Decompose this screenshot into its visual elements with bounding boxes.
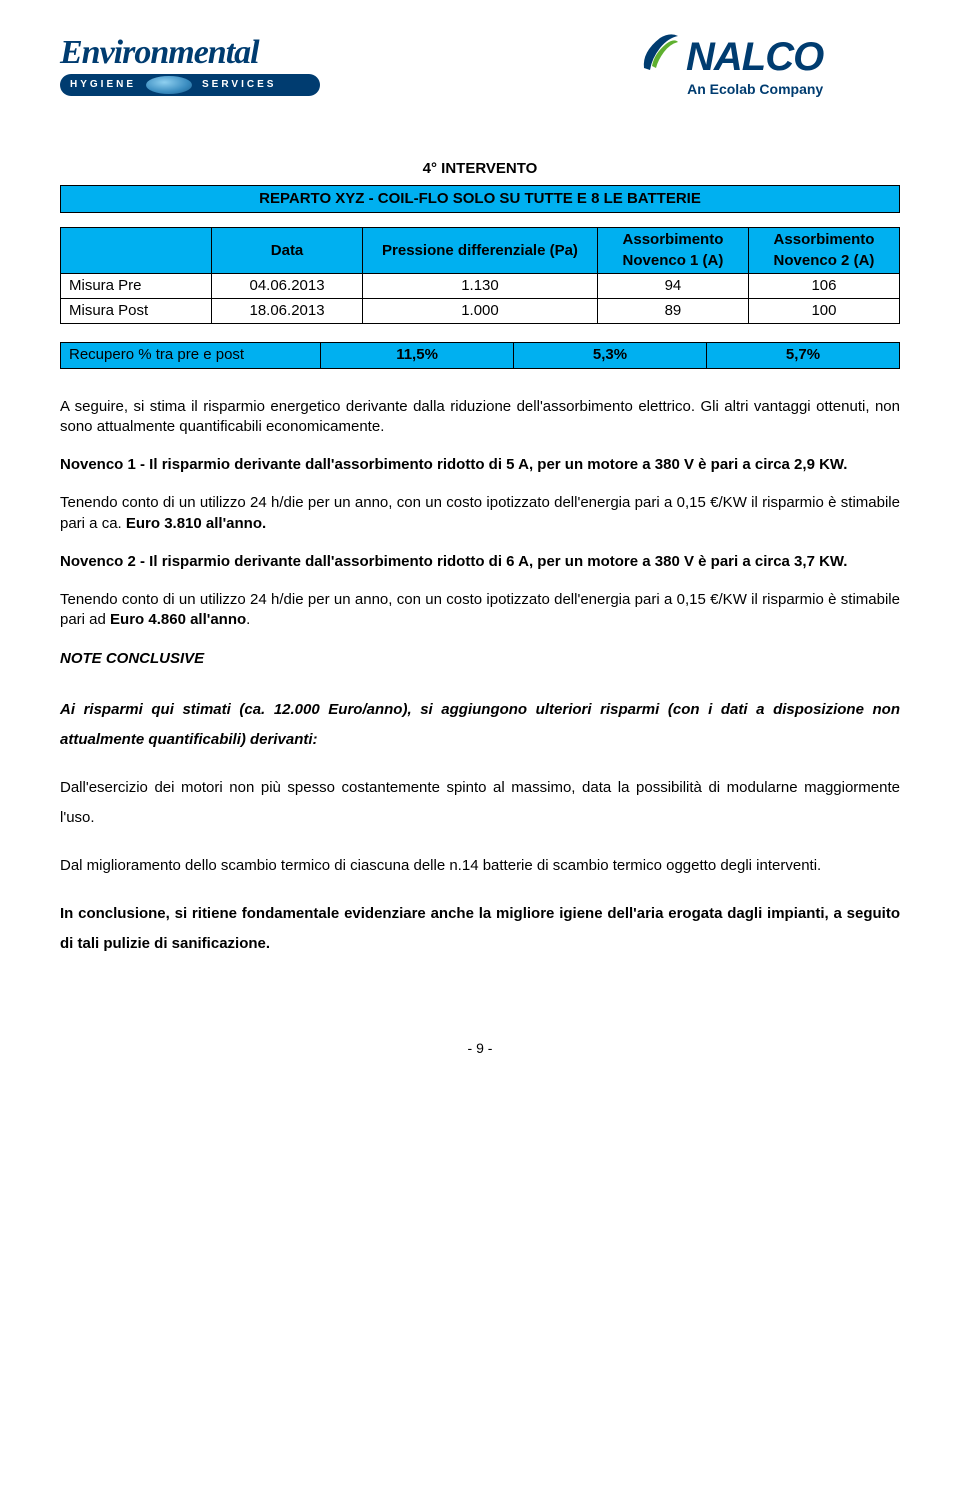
table-header-row: Data Pressione differenziale (Pa) Assorb… xyxy=(61,228,900,274)
para-thermal: Dal miglioramento dello scambio termico … xyxy=(60,851,900,881)
col-novenco1: Assorbimento Novenco 1 (A) xyxy=(597,228,748,274)
cell: 100 xyxy=(748,299,899,324)
para-novenco2: Novenco 2 - Il risparmio derivante dall'… xyxy=(60,552,900,572)
measurements-table: Data Pressione differenziale (Pa) Assorb… xyxy=(60,227,900,324)
col-blank xyxy=(61,228,212,274)
logo-environmental: Environmental HYGIENE SERVICES xyxy=(60,30,320,96)
text-bold: Euro 4.860 all'anno xyxy=(110,611,246,628)
nalco-swoosh-icon xyxy=(640,32,680,72)
recovery-val2: 5,3% xyxy=(514,343,707,368)
para-motor: Dall'esercizio dei motori non più spesso… xyxy=(60,773,900,833)
logo-hygiene-label: HYGIENE xyxy=(70,78,136,92)
para-novenco1-calc: Tenendo conto di un utilizzo 24 h/die pe… xyxy=(60,493,900,534)
section-banner: REPARTO XYZ - COIL-FLO SOLO SU TUTTE E 8… xyxy=(60,185,900,213)
water-drop-icon xyxy=(146,76,192,94)
table-row: Misura Pre 04.06.2013 1.130 94 106 xyxy=(61,273,900,298)
recovery-val1: 11,5% xyxy=(321,343,514,368)
section-title: 4° INTERVENTO xyxy=(60,159,900,179)
para-novenco2-calc: Tenendo conto di un utilizzo 24 h/die pe… xyxy=(60,590,900,631)
table-row: Recupero % tra pre e post 11,5% 5,3% 5,7… xyxy=(61,343,900,368)
cell: 1.000 xyxy=(363,299,598,324)
col-pressione: Pressione differenziale (Pa) xyxy=(363,228,598,274)
recovery-table: Recupero % tra pre e post 11,5% 5,3% 5,7… xyxy=(60,342,900,368)
para-intro: A seguire, si stima il risparmio energet… xyxy=(60,397,900,438)
logo-services-label: SERVICES xyxy=(202,78,276,92)
cell: 04.06.2013 xyxy=(212,273,363,298)
para-conclusion: In conclusione, si ritiene fondamentale … xyxy=(60,899,900,959)
cell-label: Misura Post xyxy=(61,299,212,324)
cell: 94 xyxy=(597,273,748,298)
text: . xyxy=(246,611,250,628)
note-title: NOTE CONCLUSIVE xyxy=(60,649,900,669)
logo-nalco-sub: An Ecolab Company xyxy=(686,80,823,99)
logo-environmental-text: Environmental xyxy=(60,30,320,76)
logo-nalco-text: NALCO xyxy=(686,30,823,84)
page-number: - 9 - xyxy=(60,1039,900,1058)
logo-nalco: NALCO An Ecolab Company xyxy=(640,30,900,99)
recovery-label: Recupero % tra pre e post xyxy=(61,343,321,368)
text-bold: Euro 3.810 all'anno. xyxy=(126,515,266,532)
cell: 106 xyxy=(748,273,899,298)
col-data: Data xyxy=(212,228,363,274)
page-header: Environmental HYGIENE SERVICES NALCO An … xyxy=(60,30,900,99)
cell-label: Misura Pre xyxy=(61,273,212,298)
recovery-val3: 5,7% xyxy=(707,343,900,368)
cell: 18.06.2013 xyxy=(212,299,363,324)
cell: 89 xyxy=(597,299,748,324)
para-savings: Ai risparmi qui stimati (ca. 12.000 Euro… xyxy=(60,695,900,755)
para-novenco1: Novenco 1 - Il risparmio derivante dall'… xyxy=(60,455,900,475)
table-row: Misura Post 18.06.2013 1.000 89 100 xyxy=(61,299,900,324)
col-novenco2: Assorbimento Novenco 2 (A) xyxy=(748,228,899,274)
cell: 1.130 xyxy=(363,273,598,298)
